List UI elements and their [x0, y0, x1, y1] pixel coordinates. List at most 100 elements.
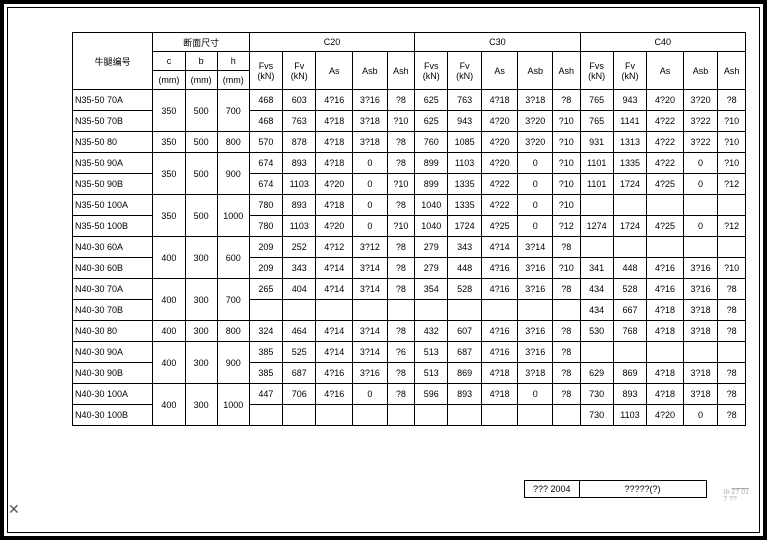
dim-b: 300: [185, 342, 217, 384]
cell: 780: [249, 216, 282, 237]
cell: 0: [518, 195, 552, 216]
cell: ?10: [387, 174, 415, 195]
cell: 3?14: [353, 342, 387, 363]
cell: [613, 342, 646, 363]
cell: 464: [283, 321, 316, 342]
cell: 943: [613, 90, 646, 111]
cell: 4?18: [647, 300, 684, 321]
cell: 4?25: [647, 216, 684, 237]
dim-c: 400: [153, 384, 185, 426]
cell: 0: [518, 216, 552, 237]
stamp: III-27 01? ??: [723, 489, 749, 504]
cell: 404: [283, 279, 316, 300]
cell: ?8: [552, 384, 580, 405]
cell: ?8: [552, 279, 580, 300]
cell: 763: [283, 111, 316, 132]
dim-h: 900: [217, 342, 249, 384]
cell: 768: [613, 321, 646, 342]
cell: ?10: [552, 111, 580, 132]
dim-h: 900: [217, 153, 249, 195]
dim-c: 400: [153, 279, 185, 321]
hdr-asb: Asb: [518, 52, 552, 90]
dim-b: 300: [185, 321, 217, 342]
cell: ?8: [387, 237, 415, 258]
cell: 4?16: [647, 258, 684, 279]
cell: 3?14: [353, 279, 387, 300]
cell: 3?16: [353, 363, 387, 384]
cell: 4?18: [647, 384, 684, 405]
cell: 3?22: [683, 111, 717, 132]
row-id: N40-30 90B: [73, 363, 153, 384]
cell: ?8: [718, 405, 746, 426]
cell: 528: [613, 279, 646, 300]
cell: [387, 300, 415, 321]
cell: 279: [415, 237, 448, 258]
cell: ?8: [718, 321, 746, 342]
cell: 760: [415, 132, 448, 153]
cell: 570: [249, 132, 282, 153]
cell: 674: [249, 174, 282, 195]
cell: ?10: [718, 132, 746, 153]
cell: 4?14: [316, 342, 353, 363]
cell: 3?16: [353, 90, 387, 111]
cell: 4?20: [316, 216, 353, 237]
cell: [249, 300, 282, 321]
hdr-asb: Asb: [683, 52, 717, 90]
cell: 3?20: [518, 111, 552, 132]
cell: ?8: [718, 279, 746, 300]
hdr-fv: Fv(kN): [448, 52, 481, 90]
cell: 625: [415, 90, 448, 111]
cell: 513: [415, 363, 448, 384]
cell: 3?18: [683, 384, 717, 405]
cell: [580, 237, 613, 258]
hdr-fvs: Fvs(kN): [580, 52, 613, 90]
cell: 3?18: [518, 90, 552, 111]
cell: ?8: [387, 195, 415, 216]
cell: [481, 300, 518, 321]
cell: 3?18: [353, 132, 387, 153]
cell: 893: [283, 195, 316, 216]
cell: 869: [613, 363, 646, 384]
cross-mark: ✕: [8, 501, 20, 518]
cell: 385: [249, 363, 282, 384]
row-id: N35-50 70B: [73, 111, 153, 132]
cell: 0: [683, 174, 717, 195]
hdr-fvs: Fvs(kN): [415, 52, 448, 90]
cell: 931: [580, 132, 613, 153]
dim-c: 350: [153, 90, 185, 132]
cell: [353, 405, 387, 426]
cell: 434: [580, 279, 613, 300]
cell: [647, 195, 684, 216]
cell: 3?18: [683, 363, 717, 384]
cell: [580, 342, 613, 363]
cell: [448, 300, 481, 321]
hdr-h: h: [217, 52, 249, 71]
cell: ?8: [387, 132, 415, 153]
row-id: N35-50 100B: [73, 216, 153, 237]
cell: ?8: [552, 237, 580, 258]
cell: 3?16: [683, 279, 717, 300]
cell: ?10: [387, 216, 415, 237]
cell: 4?18: [647, 321, 684, 342]
cell: 4?18: [481, 90, 518, 111]
cell: 687: [283, 363, 316, 384]
cell: 209: [249, 258, 282, 279]
dim-c: 400: [153, 237, 185, 279]
cell: 1103: [448, 153, 481, 174]
row-id: N35-50 90B: [73, 174, 153, 195]
cell: 0: [518, 153, 552, 174]
dim-b: 500: [185, 132, 217, 153]
cell: 343: [283, 258, 316, 279]
cell: 385: [249, 342, 282, 363]
cell: 878: [283, 132, 316, 153]
row-id: N40-30 80: [73, 321, 153, 342]
cell: 0: [683, 153, 717, 174]
cell: ?12: [718, 174, 746, 195]
cell: 468: [249, 111, 282, 132]
cell: [316, 300, 353, 321]
cell: ?10: [718, 258, 746, 279]
cell: 706: [283, 384, 316, 405]
cell: 3?20: [683, 90, 717, 111]
dim-b: 500: [185, 90, 217, 132]
dim-c: 400: [153, 342, 185, 384]
